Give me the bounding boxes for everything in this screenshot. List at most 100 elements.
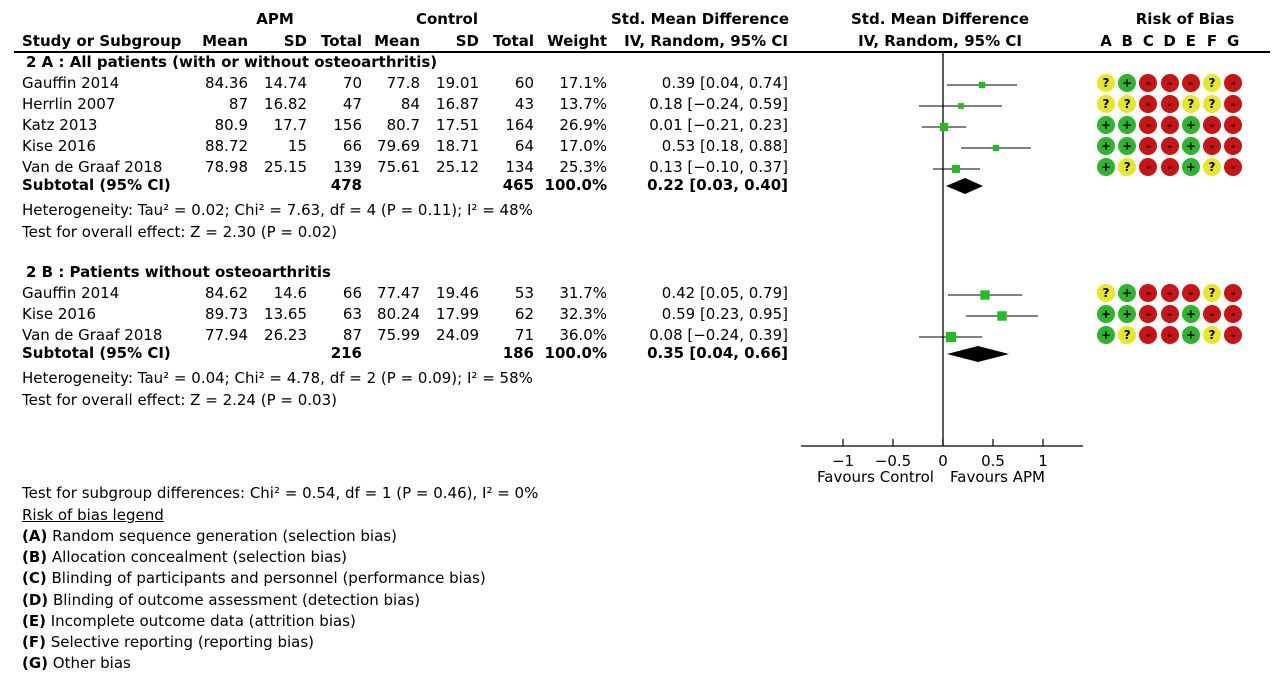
rob-high-risk: -: [1139, 326, 1158, 344]
rob-low-risk: +: [1181, 326, 1200, 344]
rob-high-risk: -: [1160, 326, 1179, 344]
heterogeneity-text: Heterogeneity: Tau² = 0.04; Chi² = 4.78,…: [22, 369, 533, 387]
ci-cell: 0.18 [−0.24, 0.59]: [649, 95, 788, 113]
apm-total-cell: 47: [342, 95, 362, 113]
rob-unclear-risk: ?: [1097, 284, 1115, 302]
ci-cell: 0.08 [−0.24, 0.39]: [649, 326, 788, 344]
control-sd-cell: 17.99: [436, 305, 479, 323]
rob-letter: A: [1100, 32, 1112, 50]
legend-item: (B) Allocation concealment (selection bi…: [22, 548, 347, 566]
weight-cell: 25.3%: [559, 158, 607, 176]
legend-key: (E): [22, 611, 46, 630]
rob-low-risk: +: [1097, 326, 1115, 344]
control-subtotal-cell: 465: [502, 176, 534, 194]
control-sd-header: SD: [455, 32, 479, 50]
control-total-cell: 53: [514, 284, 534, 302]
x-tick-label: −0.5: [875, 452, 911, 470]
control-sd-cell: 19.01: [436, 74, 479, 92]
rob-high-risk: -: [1139, 137, 1158, 155]
subtotal-label: Subtotal (95% CI): [22, 176, 171, 194]
rob-low-risk: +: [1118, 137, 1137, 155]
ci-cell: 0.39 [0.04, 0.74]: [661, 74, 788, 92]
apm-total-cell: 66: [342, 137, 362, 155]
apm-total-cell: 87: [342, 326, 362, 344]
apm-mean-cell: 88.72: [205, 137, 248, 155]
study-name: Herrlin 2007: [22, 95, 116, 113]
rob-low-risk: +: [1181, 137, 1200, 155]
control-sd-cell: 24.09: [436, 326, 479, 344]
weight-subtotal-cell: 100.0%: [544, 344, 607, 362]
rob-high-risk: -: [1224, 74, 1243, 92]
apm-sd-cell: 15: [287, 137, 307, 155]
weight-subtotal-cell: 100.0%: [544, 176, 607, 194]
ci-subtotal-cell: 0.22 [0.03, 0.40]: [647, 176, 788, 194]
rob-letter: D: [1163, 32, 1176, 50]
legend-title: Risk of bias legend: [22, 506, 164, 524]
rob-high-risk: -: [1139, 305, 1158, 323]
apm-group-header: APM: [256, 10, 294, 28]
control-mean-cell: 77.47: [377, 284, 420, 302]
apm-mean-cell: 80.9: [214, 116, 248, 134]
point-estimate: [945, 331, 957, 343]
rob-unclear-risk: ?: [1118, 95, 1137, 113]
rob-low-risk: +: [1097, 116, 1115, 134]
rob-high-risk: -: [1181, 74, 1200, 92]
control-mean-cell: 80.24: [377, 305, 420, 323]
control-total-cell: 164: [505, 116, 534, 134]
rob-letter: G: [1227, 32, 1240, 50]
apm-subtotal-cell: 478: [330, 176, 362, 194]
rob-high-risk: -: [1181, 284, 1200, 302]
rob-low-risk: +: [1118, 116, 1137, 134]
point-estimate: [958, 103, 964, 109]
point-estimate: [951, 164, 961, 174]
rob-high-risk: -: [1160, 95, 1179, 113]
study-name: Van de Graaf 2018: [22, 326, 163, 344]
weight-cell: 17.1%: [559, 74, 607, 92]
point-estimate: [939, 122, 949, 132]
ci-cell: 0.13 [−0.10, 0.37]: [649, 158, 788, 176]
ci-cell: 0.59 [0.23, 0.95]: [661, 305, 788, 323]
study-name: Gauffin 2014: [22, 284, 120, 302]
rob-low-risk: +: [1118, 305, 1137, 323]
rob-high-risk: -: [1203, 116, 1221, 134]
subtotal-diamond: [946, 178, 983, 194]
weight-cell: 36.0%: [559, 326, 607, 344]
point-estimate: [992, 144, 1000, 152]
control-total-cell: 43: [514, 95, 534, 113]
rob-low-risk: +: [1118, 284, 1137, 302]
legend-text: Random sequence generation (selection bi…: [47, 527, 397, 545]
rob-unclear-risk: ?: [1118, 158, 1137, 176]
rob-unclear-risk: ?: [1203, 284, 1221, 302]
legend-key: (F): [22, 633, 46, 651]
rob-high-risk: -: [1139, 116, 1158, 134]
control-mean-cell: 75.61: [377, 158, 420, 176]
apm-sd-cell: 14.6: [273, 284, 307, 302]
weight-cell: 31.7%: [559, 284, 607, 302]
rob-low-risk: +: [1097, 158, 1115, 176]
smd-header: Std. Mean Difference: [611, 10, 789, 28]
rob-letter: B: [1121, 32, 1133, 50]
legend-item: (F) Selective reporting (reporting bias): [22, 633, 314, 651]
legend-text: Blinding of outcome assessment (detectio…: [48, 590, 421, 609]
legend-key: (B): [22, 548, 48, 567]
apm-total-cell: 63: [342, 305, 362, 323]
rob-high-risk: -: [1224, 284, 1243, 302]
rob-high-risk: -: [1139, 284, 1158, 302]
legend-key: (G): [22, 654, 49, 673]
rob-low-risk: +: [1118, 74, 1137, 92]
weight-cell: 26.9%: [559, 116, 607, 134]
apm-sd-cell: 26.23: [264, 326, 307, 344]
legend-text: Other bias: [48, 654, 131, 673]
control-mean-cell: 77.8: [386, 74, 420, 92]
method-plot-header: IV, Random, 95% CI: [858, 32, 1022, 50]
x-tick-label: 1: [1038, 452, 1048, 470]
rob-low-risk: +: [1181, 116, 1200, 134]
rob-high-risk: -: [1224, 116, 1243, 134]
point-estimate: [978, 81, 986, 89]
apm-mean-cell: 84.36: [205, 74, 248, 92]
apm-sd-cell: 17.7: [273, 116, 307, 134]
control-sd-cell: 16.87: [436, 95, 479, 113]
rob-high-risk: -: [1203, 305, 1221, 323]
study-name: Katz 2013: [22, 116, 98, 134]
